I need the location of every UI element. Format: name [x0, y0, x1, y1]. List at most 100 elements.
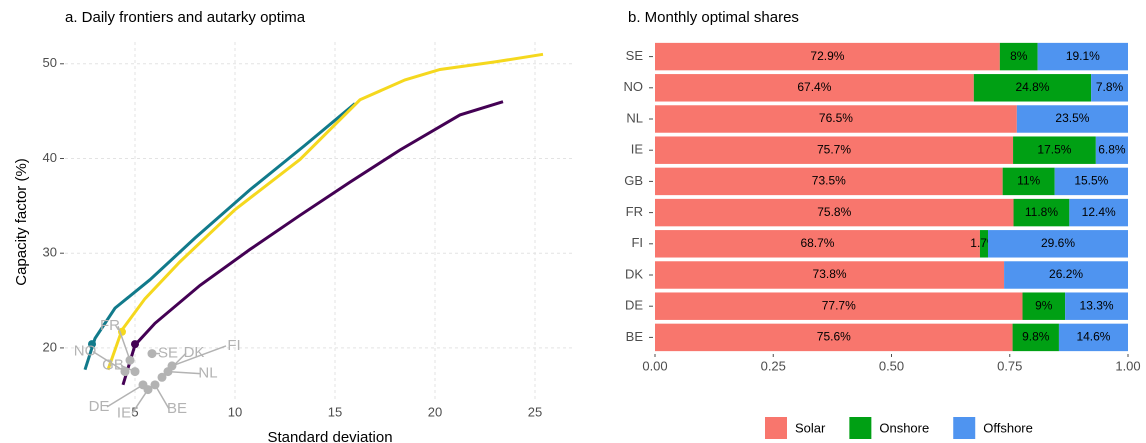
frontier-line: [121, 100, 504, 386]
value-label: 73.5%: [812, 174, 846, 188]
value-label: 17.5%: [1037, 142, 1071, 156]
value-label: 76.5%: [819, 111, 853, 125]
value-label: 75.7%: [817, 142, 851, 156]
country-point: [143, 385, 153, 395]
legend-swatch: [953, 417, 976, 439]
x-tick-label: 1.00: [1115, 358, 1140, 373]
bar-segment: [1016, 105, 1128, 133]
bar-segment: [999, 42, 1038, 71]
country-label: GB: [102, 357, 124, 374]
bar-segment: [1054, 167, 1128, 196]
y-tick-label: FR: [626, 204, 643, 219]
country-point: [120, 367, 130, 377]
bar-segment: [987, 230, 1128, 258]
legend-label: Onshore: [879, 420, 929, 435]
label-leader: [131, 389, 149, 414]
y-axis-label: Capacity factor (%): [13, 158, 30, 286]
value-label: 11.8%: [1025, 205, 1058, 219]
country-point: [167, 361, 177, 371]
country-point: [150, 380, 160, 390]
country-label: NL: [198, 365, 217, 382]
country-point: [125, 355, 135, 365]
y-tick-label: GB: [624, 173, 643, 188]
value-label: 67.4%: [797, 80, 831, 94]
y-tick-label: DE: [625, 298, 643, 313]
value-label: 9.8%: [1022, 330, 1050, 344]
y-tick-label: SE: [626, 48, 644, 63]
value-label: 24.8%: [1015, 80, 1049, 94]
x-tick-label: 25: [528, 404, 542, 419]
value-label: 6.8%: [1098, 142, 1126, 156]
legend-label: Solar: [795, 420, 826, 435]
label-leader: [167, 370, 201, 375]
value-label: 75.6%: [817, 330, 851, 344]
bar-segment: [1091, 74, 1128, 102]
x-tick-label: 0.50: [879, 358, 904, 373]
legend-label: Offshore: [983, 420, 1033, 435]
country-label: DK: [184, 344, 205, 361]
country-label: SE: [158, 345, 178, 362]
label-leader: [154, 384, 170, 410]
bar-segment: [979, 230, 988, 258]
value-label: 68.7%: [800, 236, 834, 250]
bar-segment: [655, 42, 1000, 71]
bar-segment: [655, 74, 974, 102]
value-label: 15.5%: [1074, 174, 1108, 188]
bar-segment: [1058, 323, 1128, 352]
value-label: 73.8%: [813, 267, 847, 281]
bar-segment: [1012, 323, 1059, 352]
value-label: 26.2%: [1049, 267, 1083, 281]
y-tick-label: 40: [43, 150, 57, 165]
bar-segment: [1013, 136, 1096, 164]
x-tick-label: 20: [428, 404, 442, 419]
bar-segment: [1022, 292, 1066, 320]
country-point: [157, 372, 167, 382]
x-tick-label: 15: [328, 404, 342, 419]
value-label: 29.6%: [1041, 236, 1075, 250]
legend-swatch: [849, 417, 872, 439]
country-label: IE: [117, 405, 131, 422]
value-label: 19.1%: [1066, 49, 1100, 63]
bar-segment: [655, 198, 1014, 227]
optimum-dot: [131, 340, 139, 349]
value-label: 9%: [1035, 298, 1053, 312]
label-leader: [92, 350, 126, 373]
y-tick-label: IE: [631, 142, 644, 157]
frontier-line: [106, 52, 544, 371]
bar-segment: [655, 292, 1023, 320]
value-label: 14.6%: [1076, 330, 1110, 344]
country-label: DE: [89, 398, 110, 415]
x-tick-label: 10: [228, 404, 242, 419]
bar-segment: [655, 261, 1005, 289]
bar-segment: [655, 230, 980, 258]
country-label: FR: [100, 317, 120, 334]
value-label: 72.9%: [810, 49, 844, 63]
legend-swatch: [765, 417, 787, 439]
value-label: 75.8%: [817, 205, 851, 219]
y-tick-label: FI: [631, 235, 643, 250]
value-label: 7.8%: [1096, 80, 1124, 94]
bar-segment: [655, 105, 1017, 133]
country-label: NO: [74, 343, 97, 360]
y-tick-label: DK: [625, 266, 643, 281]
y-tick-label: 30: [43, 245, 57, 260]
bar-segment: [1004, 261, 1128, 289]
optimum-dot: [88, 340, 96, 349]
frontier-line: [83, 102, 356, 371]
value-label: 77.7%: [822, 298, 856, 312]
y-tick-label: BE: [626, 329, 644, 344]
country-label: FI: [227, 337, 240, 354]
value-label: 12.4%: [1082, 205, 1116, 219]
value-label: 13.3%: [1080, 298, 1114, 312]
bar-segment: [973, 74, 1092, 102]
bar-segment: [1013, 198, 1070, 227]
bar-segment: [655, 323, 1013, 352]
value-label: 23.5%: [1055, 111, 1089, 125]
label-leader: [171, 345, 227, 367]
chart-title: b. Monthly optimal shares: [628, 9, 799, 26]
value-label: 8%: [1010, 49, 1028, 63]
y-tick-label: 50: [43, 55, 57, 70]
x-tick-label: 5: [131, 404, 138, 419]
